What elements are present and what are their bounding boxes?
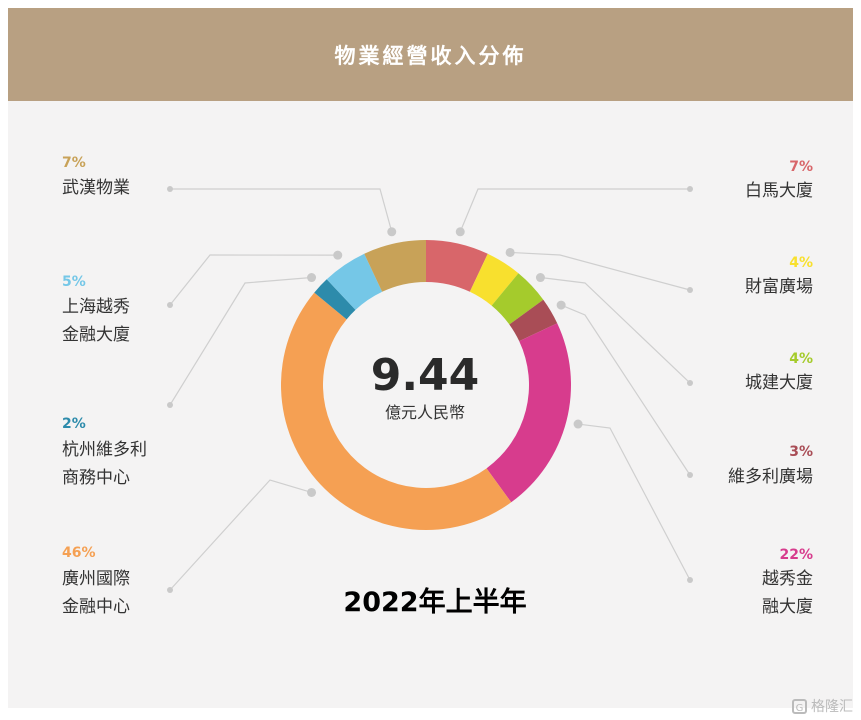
slice-name-label-5-1: 金融中心 <box>62 597 130 617</box>
leader-line-4 <box>577 423 691 581</box>
slice-name-label-8: 武漢物業 <box>62 178 130 198</box>
leader-line-3 <box>560 304 691 476</box>
leader-dot-4-1 <box>687 577 693 583</box>
slice-8 <box>364 240 426 292</box>
leader-dot-1-0 <box>505 247 515 257</box>
leader-dot-1-1 <box>687 287 693 293</box>
leader-dot-3-0 <box>556 300 566 310</box>
leader-dot-6-0 <box>307 273 317 283</box>
slice-7 <box>326 253 383 310</box>
leader-dot-0-0 <box>455 227 465 237</box>
watermark: G 格隆汇 <box>792 696 853 716</box>
slice-percent-label-2: 4% <box>789 351 813 367</box>
leader-line-6 <box>169 276 312 406</box>
leader-line-2 <box>540 276 691 384</box>
slice-percent-label-6: 2% <box>62 416 86 432</box>
slice-name-label-7-1: 金融大廈 <box>62 325 130 345</box>
leader-dot-4-0 <box>573 419 583 429</box>
leader-dot-2-1 <box>687 380 693 386</box>
slice-percent-label-8: 7% <box>62 155 86 171</box>
leader-dot-0-1 <box>687 186 693 192</box>
slice-percent-label-0: 7% <box>789 159 813 175</box>
leader-line-1 <box>510 251 691 291</box>
leader-dot-8-0 <box>387 227 397 237</box>
chart-title: 物業經營收入分佈 <box>334 43 527 68</box>
chart-card <box>8 8 853 708</box>
slice-percent-label-3: 3% <box>789 444 813 460</box>
slice-2 <box>491 273 544 325</box>
slice-0 <box>426 240 488 292</box>
slice-1 <box>469 253 519 306</box>
leader-dot-3-1 <box>687 472 693 478</box>
leader-dot-6-1 <box>167 402 173 408</box>
slice-name-label-3: 維多利廣場 <box>728 467 813 487</box>
leader-line-8 <box>170 188 393 232</box>
slice-name-label-0: 白馬大廈 <box>745 181 813 201</box>
leader-line-7 <box>169 254 338 306</box>
slice-percent-label-5: 46% <box>62 545 96 561</box>
period-label: 2022年上半年 <box>343 586 526 618</box>
slice-name-label-4-0: 越秀金 <box>762 569 813 589</box>
slice-percent-label-7: 5% <box>62 274 86 290</box>
watermark-text: 格隆汇 <box>811 699 853 715</box>
slice-name-label-5-0: 廣州國際 <box>62 569 130 589</box>
slice-6 <box>314 279 356 320</box>
leader-dot-7-0 <box>333 250 343 260</box>
leader-line-5 <box>169 479 312 591</box>
leader-dot-2-0 <box>535 273 545 283</box>
slice-percent-label-4: 22% <box>779 547 813 563</box>
slice-name-label-7-0: 上海越秀 <box>62 297 130 317</box>
chart-header: 物業經營收入分佈 <box>8 8 853 101</box>
center-value: 9.44 <box>371 350 480 401</box>
g-logo-icon: G <box>792 698 807 714</box>
slice-4 <box>486 323 571 503</box>
leader-line-0 <box>459 188 690 233</box>
slice-5 <box>281 292 512 530</box>
slice-percent-label-1: 4% <box>789 255 813 271</box>
slice-name-label-1: 財富廣場 <box>745 277 813 297</box>
leader-dot-8-1 <box>167 186 173 192</box>
leader-dot-5-0 <box>307 487 317 497</box>
center-unit: 億元人民幣 <box>385 403 465 422</box>
slice-name-label-6-1: 商務中心 <box>62 468 130 488</box>
slice-name-label-4-1: 融大廈 <box>762 597 813 617</box>
slice-3 <box>509 299 558 342</box>
slice-name-label-6-0: 杭州維多利 <box>62 440 147 460</box>
leader-dot-5-1 <box>167 587 173 593</box>
slice-name-label-2: 城建大廈 <box>745 373 813 393</box>
leader-dot-7-1 <box>167 302 173 308</box>
